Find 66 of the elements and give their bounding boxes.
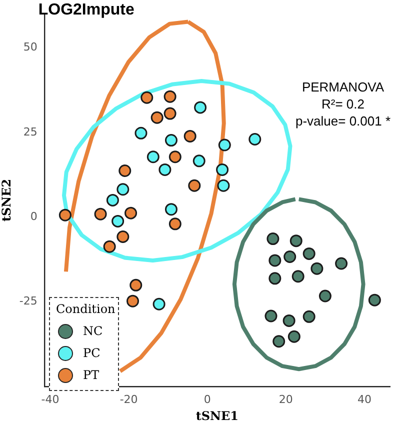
chart-title: LOG2Impute [38,1,134,18]
point [140,91,154,104]
point [264,310,278,322]
point [216,163,229,176]
point [290,234,302,248]
point [94,208,107,220]
point [192,154,206,168]
point [310,262,324,275]
point [164,134,178,147]
point [168,150,182,164]
legend-label: PC [83,346,100,360]
annotation: PERMANOVA [302,80,384,95]
x-tick-label: 0 [204,392,211,406]
point [168,218,182,230]
point [146,150,160,164]
point [116,230,130,244]
x-axis-title: tSNE1 [196,408,239,423]
y-tick-label: 50 [23,40,38,54]
x-tick-label: -20 [120,392,138,406]
point [368,294,381,306]
y-tick-label: 0 [30,210,38,223]
y-tick-label: -25 [19,294,38,308]
point [268,272,282,285]
legend-label: NC [83,324,103,338]
y-axis-title: tSNE2 [0,178,14,222]
point [112,214,124,228]
point [268,254,282,267]
point [284,250,296,263]
point [188,179,201,192]
point [217,179,230,192]
point [106,194,119,206]
y-tick-label: 25 [23,125,38,138]
point [302,310,316,323]
annotation: p-value= 0.001 * [295,114,391,129]
point [158,163,172,176]
annotation: R²= 0.2 [322,96,364,112]
point [302,247,316,260]
point [152,298,166,310]
point [272,335,286,348]
point [118,164,132,177]
point [103,240,116,253]
point [292,270,304,283]
point [288,330,300,343]
point [150,111,164,124]
x-tick-label: -40 [41,392,60,406]
x-tick-label: 20 [278,392,293,406]
point [164,90,176,103]
point [134,126,148,140]
point [266,232,280,246]
point [124,206,138,220]
point [194,101,207,114]
point [164,107,176,120]
point [318,290,332,302]
point [116,183,130,196]
x-tick-label: 40 [357,392,372,406]
point [130,278,142,292]
point [218,138,231,152]
point [58,208,72,222]
legend-label: PT [83,368,100,382]
point [184,130,196,142]
point [164,203,178,216]
point [248,133,262,146]
legend-title: Condition [56,302,116,316]
point [282,314,296,327]
point [335,257,348,270]
point [126,294,139,308]
